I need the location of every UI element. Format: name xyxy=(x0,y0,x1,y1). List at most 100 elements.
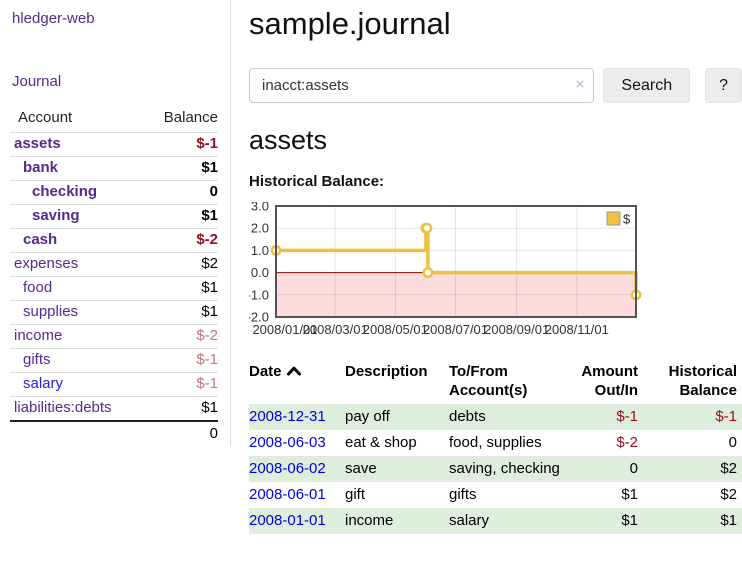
account-balance: $-1 xyxy=(138,132,218,157)
account-link[interactable]: cash xyxy=(23,231,58,248)
account-link[interactable]: supplies xyxy=(23,303,79,320)
data-point-marker[interactable] xyxy=(422,267,434,279)
register-header-balance: Historical Balance xyxy=(668,363,737,399)
sidebar: hledger-web Journal Account Balance asse… xyxy=(0,0,231,446)
transaction-accounts: saving, checking xyxy=(449,460,560,477)
y-axis-label: -2.0 xyxy=(249,310,269,325)
transaction-accounts: debts xyxy=(449,408,486,425)
transaction-balance: $2 xyxy=(720,460,737,477)
transaction-date-link[interactable]: 2008-12-31 xyxy=(249,408,326,425)
transaction-description: income xyxy=(345,512,394,529)
account-row: checking 0 xyxy=(10,180,218,205)
accounts-header-account: Account xyxy=(18,109,73,126)
account-link[interactable]: liabilities:debts xyxy=(14,399,112,416)
account-balance: $1 xyxy=(138,156,218,181)
account-link[interactable]: income xyxy=(14,327,63,344)
register-row: 2008-06-03 eat & shop food, supplies $-2 0 xyxy=(249,430,742,456)
plot-border xyxy=(275,205,637,318)
sort-ascending-icon xyxy=(286,366,301,376)
account-link[interactable]: food xyxy=(23,279,53,296)
accounts-total: 0 xyxy=(138,420,218,445)
y-axis-label: 2.0 xyxy=(251,221,269,236)
register-row: 2008-12-31 pay off debts $-1 $-1 xyxy=(249,404,742,430)
historical-balance-chart[interactable]: 3.0 2.0 1.0 0.0 -1.0 -2.02008/01/012008/03/01… xyxy=(249,202,742,344)
account-row: expenses $2 xyxy=(10,252,218,277)
x-axis-label: 2008/09/01 xyxy=(484,322,549,337)
account-row: gifts $-1 xyxy=(10,348,218,373)
transaction-accounts: gifts xyxy=(449,486,477,503)
transaction-balance: $1 xyxy=(720,512,737,529)
search-input[interactable] xyxy=(249,68,595,103)
journal-link[interactable]: Journal xyxy=(12,73,62,90)
y-axis-label: 3.0 xyxy=(251,202,269,214)
accounts-header-balance: Balance xyxy=(163,109,218,126)
transaction-amount: $1 xyxy=(621,486,638,503)
account-link[interactable]: saving xyxy=(32,207,80,224)
legend-swatch xyxy=(606,211,621,226)
accounts-table: Account Balance assets $-1 bank $1 checking 0… xyxy=(10,106,218,445)
register-header-amount: Amount Out/In xyxy=(581,363,638,399)
account-row: salary $-1 xyxy=(10,372,218,397)
transaction-amount: $-1 xyxy=(616,408,638,425)
transaction-accounts: salary xyxy=(449,512,490,529)
transaction-description: eat & shop xyxy=(345,434,417,451)
search-button[interactable]: Search xyxy=(603,68,691,103)
register-header-date[interactable]: Date xyxy=(249,360,345,404)
account-balance: $1 xyxy=(138,396,218,421)
account-balance: $-2 xyxy=(138,324,218,349)
clear-search-icon[interactable]: × xyxy=(575,76,585,93)
negative-region xyxy=(276,272,636,317)
account-link[interactable]: salary xyxy=(23,375,64,392)
account-balance: $-1 xyxy=(138,348,218,373)
search-form: × Search ? xyxy=(249,68,742,103)
transaction-date-link[interactable]: 2008-06-02 xyxy=(249,460,326,477)
transaction-description: pay off xyxy=(345,408,390,425)
x-axis-label: 2008/05/01 xyxy=(363,322,428,337)
y-axis-label: 1.0 xyxy=(251,243,269,258)
account-link[interactable]: assets xyxy=(14,135,61,152)
transaction-date-link[interactable]: 2008-06-01 xyxy=(249,486,326,503)
transaction-amount: $1 xyxy=(621,512,638,529)
account-link[interactable]: gifts xyxy=(23,351,51,368)
transaction-description: gift xyxy=(345,486,366,503)
account-row: income $-2 xyxy=(10,324,218,349)
main-content: sample.journal × Search ? assets Histori… xyxy=(249,0,742,534)
register-header-account: To/From Account(s) xyxy=(449,363,528,399)
account-row: bank $1 xyxy=(10,156,218,181)
account-row: cash $-2 xyxy=(10,228,218,253)
register-row: 2008-06-02 save saving, checking 0 $2 xyxy=(249,456,742,482)
transaction-date-link[interactable]: 2008-01-01 xyxy=(249,512,326,529)
x-axis-label: 2008/07/01 xyxy=(423,322,488,337)
register-row: 2008-01-01 income salary $1 $1 xyxy=(249,508,742,534)
account-row: supplies $1 xyxy=(10,300,218,325)
transaction-accounts: food, supplies xyxy=(449,434,542,451)
account-row: liabilities:debts $1 xyxy=(10,396,218,421)
page-title: sample.journal xyxy=(249,6,451,41)
account-link[interactable]: checking xyxy=(32,183,98,200)
account-link[interactable]: bank xyxy=(23,159,59,176)
legend-label: $ xyxy=(623,212,631,227)
y-axis-label: 0.0 xyxy=(251,265,269,280)
x-axis-label: 2008/11/01 xyxy=(545,322,609,337)
transaction-date-link[interactable]: 2008-06-03 xyxy=(249,434,326,451)
account-heading: assets xyxy=(249,125,328,155)
register-header-description: Description xyxy=(345,363,428,380)
y-axis-label: -1.0 xyxy=(249,287,269,302)
account-balance: $-2 xyxy=(138,228,218,253)
help-button[interactable]: ? xyxy=(705,68,742,103)
account-row: assets $-1 xyxy=(10,132,218,157)
accounts-total-row: 0 xyxy=(10,420,218,445)
account-link[interactable]: expenses xyxy=(14,255,79,272)
data-point-marker[interactable] xyxy=(421,222,433,234)
transaction-amount: 0 xyxy=(629,460,638,477)
register-row: 2008-06-01 gift gifts $1 $2 xyxy=(249,482,742,508)
account-balance: 0 xyxy=(138,180,218,205)
register-table: Date Description To/From Account(s) Amou… xyxy=(249,360,742,534)
transaction-description: save xyxy=(345,460,377,477)
x-axis-label: 2008/03/01 xyxy=(303,322,368,337)
account-balance: $1 xyxy=(138,204,218,229)
account-row: saving $1 xyxy=(10,204,218,229)
transaction-balance: $2 xyxy=(720,486,737,503)
chart-title: Historical Balance: xyxy=(249,173,385,190)
app-title-link[interactable]: hledger-web xyxy=(12,10,95,27)
